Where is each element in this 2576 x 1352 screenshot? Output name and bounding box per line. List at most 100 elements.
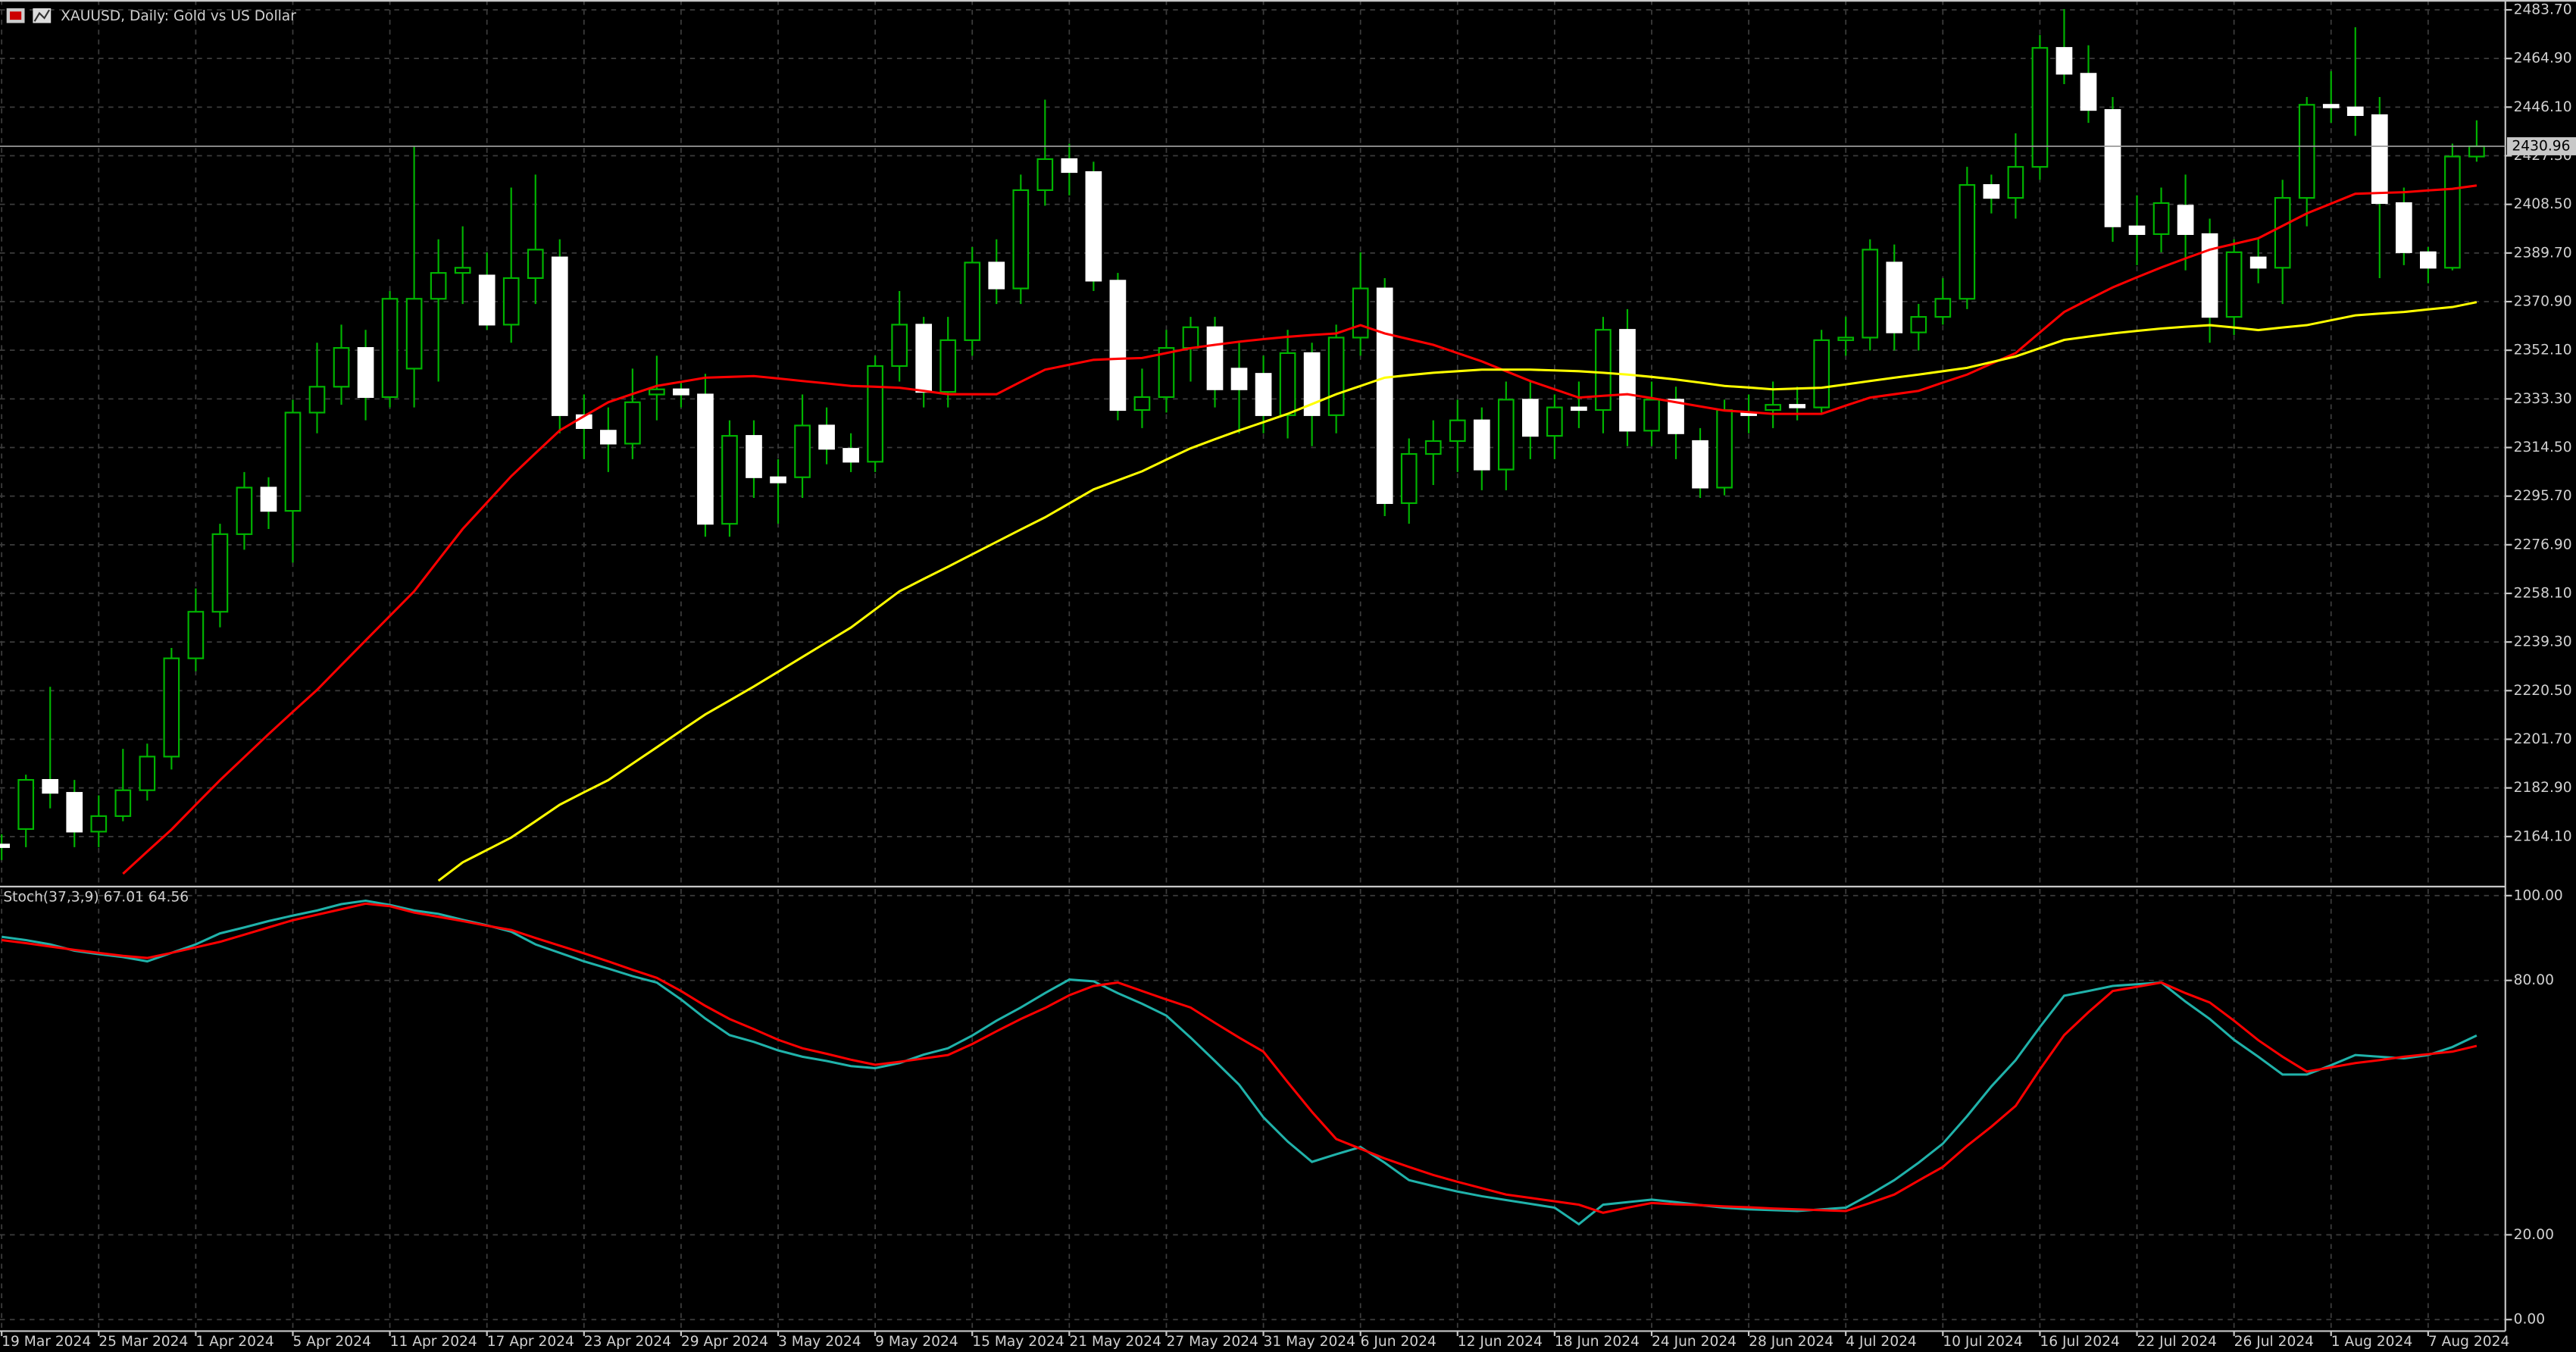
candle-body [1910,316,1927,333]
candle-body [1959,183,1976,300]
candle-body [939,339,957,393]
candle-body [1085,171,1102,282]
candle-body [2395,202,2412,253]
x-tick-label: 5 Apr 2024 [292,1334,370,1350]
x-tick-label: 12 Jun 2024 [1458,1334,1543,1350]
candle-body [2274,197,2291,269]
x-tick-label: 26 Jul 2024 [2234,1334,2314,1350]
x-tick-label: 11 Apr 2024 [390,1334,477,1350]
y-tick-label: 100.00 [2514,887,2563,903]
moving-average [122,184,2478,875]
y-tick-label: 2370.90 [2514,294,2572,310]
candle-body [794,424,811,478]
candle-body [1522,399,1539,437]
chart-title: XAUUSD, Daily: Gold vs US Dollar [61,8,296,24]
y-tick-label: 2220.50 [2514,683,2572,699]
candle-body [211,533,229,613]
x-tick-label: 29 Apr 2024 [681,1334,768,1350]
candle-body [1061,158,1078,174]
y-tick-label: 2333.30 [2514,391,2572,407]
y-tick-label: 2295.70 [2514,488,2572,504]
x-tick-label: 18 Jun 2024 [1555,1334,1640,1350]
candle-body [2249,256,2267,269]
candle-body [1497,399,1515,471]
candle-body [1158,347,1175,399]
candle-body [649,388,665,396]
y-tick-label: 2314.50 [2514,440,2572,455]
candle-body [818,424,835,450]
candle-body [333,347,350,388]
candle-body [284,412,302,512]
candle-body [1716,408,1733,489]
x-tick-label: 24 Jun 2024 [1652,1334,1737,1350]
x-tick-label: 23 Apr 2024 [584,1334,671,1350]
candle-body [454,267,471,274]
candle-body [1449,419,1466,443]
candle-body [2468,145,2485,158]
candle-body [1303,352,1321,416]
candle-body [114,789,132,817]
candle-body [502,277,520,326]
x-tick-label: 28 Jun 2024 [1749,1334,1834,1350]
candle-body [551,256,568,416]
x-tick-label: 17 Apr 2024 [487,1334,574,1350]
candle-body [0,843,11,848]
candle-body [2007,166,2024,199]
candle-body [17,778,35,831]
candle-body [308,386,326,414]
candle-body [867,365,883,463]
x-tick-label: 7 Aug 2024 [2428,1334,2509,1350]
candle-body [1012,189,1030,289]
y-tick-label: 2258.10 [2514,585,2572,601]
candle-body [1255,373,1272,416]
price-label-box [2506,137,2576,155]
y-tick-label: 2408.50 [2514,196,2572,212]
candle-body [1692,440,1708,489]
candle-body [2322,104,2340,108]
moving-average [437,301,2478,882]
candle-body [1571,406,1587,412]
y-tick-label: 2239.30 [2514,634,2572,650]
candle-body [1765,404,1781,412]
candle-body [1133,396,1151,412]
toolbar-icons [6,8,52,23]
candle-body [1862,249,1879,339]
candle-body [673,388,689,396]
candle-body [721,435,738,525]
candle-body [2177,205,2194,236]
x-tick-label: 22 Jul 2024 [2137,1334,2217,1350]
y-tick-label: 80.00 [2514,972,2554,988]
candle-body [2104,109,2121,227]
candle-body [1352,287,1369,339]
candle-body [1983,183,2000,199]
y-tick-label: 2464.90 [2514,51,2572,67]
x-tick-label: 25 Mar 2024 [98,1334,188,1350]
candle-body [430,272,447,300]
candle-body [139,756,156,791]
price-label: 2430.96 [2512,139,2570,155]
y-tick-label: 20.00 [2514,1227,2554,1243]
icon [33,9,50,22]
x-tick-label: 31 May 2024 [1264,1334,1355,1350]
candle-body [1109,280,1127,412]
candle-body [405,298,423,370]
candle-body [746,435,762,478]
y-tick-label: 2182.90 [2514,780,2572,796]
candle-body [1279,352,1296,416]
candle-body [1182,326,1199,349]
candle-body [1473,419,1490,471]
x-tick-label: 1 Apr 2024 [195,1334,274,1350]
candle-body [527,249,544,280]
candle-body [1400,452,1418,504]
candle-body [236,487,253,535]
candle-body [2225,251,2243,318]
candle-body [1837,336,1855,341]
candle-body [2420,251,2437,269]
candle-body [66,792,83,833]
candle-body [357,347,374,399]
x-tick-label: 4 Jul 2024 [1846,1334,1917,1350]
x-tick-label: 6 Jun 2024 [1361,1334,1436,1350]
candle-body [2152,202,2170,236]
candle-body [624,401,641,445]
candle-body [2201,233,2218,318]
